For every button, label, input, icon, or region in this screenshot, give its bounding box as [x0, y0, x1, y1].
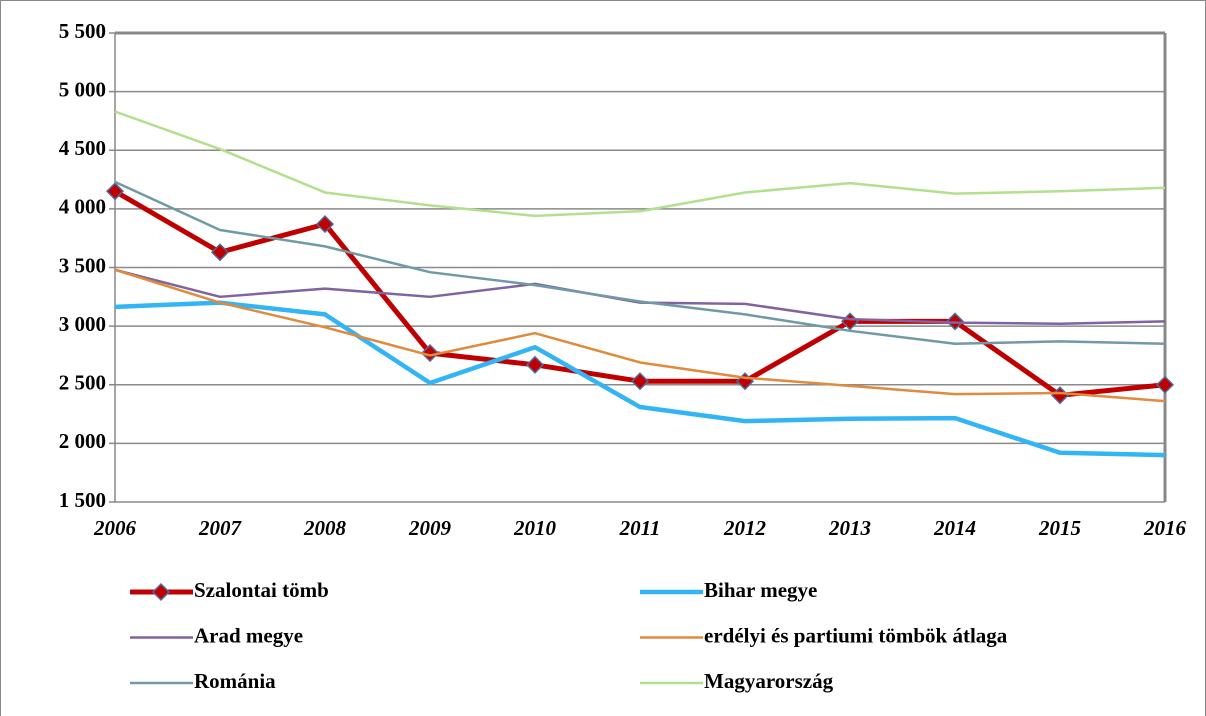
y-tick-label: 1 500 [59, 488, 106, 512]
x-tick-label: 2009 [408, 516, 452, 540]
legend-label: Szalontai tömb [194, 578, 329, 602]
legend-label: Bihar megye [704, 578, 817, 602]
y-tick-label: 2 000 [59, 429, 106, 453]
series-line [114, 300, 1166, 458]
y-tick-label: 5 000 [59, 77, 106, 101]
x-tick-label: 2012 [723, 516, 767, 540]
y-tick-label: 4 500 [59, 136, 106, 160]
series-line [114, 268, 1166, 403]
y-tick-label: 2 500 [59, 371, 106, 395]
x-tick-label: 2010 [513, 516, 557, 540]
legend-marker [151, 582, 171, 602]
x-tick-label: 2013 [828, 516, 871, 540]
x-tick-label: 2016 [1143, 516, 1187, 540]
series-line [114, 180, 1166, 345]
series-line [114, 110, 1166, 218]
x-tick-label: 2014 [933, 516, 976, 540]
x-tick-label: 2007 [198, 516, 243, 540]
y-tick-label: 4 000 [59, 195, 106, 219]
y-tick-label: 3 500 [59, 253, 106, 277]
x-tick-label: 2008 [303, 516, 347, 540]
legend-label: Magyarország [704, 669, 834, 693]
data-point [105, 182, 125, 201]
y-tick-label: 5 500 [59, 19, 106, 43]
data-point [525, 355, 545, 374]
data-point [630, 372, 650, 391]
legend-label: erdélyi és partiumi tömbök átlaga [704, 623, 1008, 647]
data-point [210, 243, 230, 262]
x-tick-label: 2015 [1038, 516, 1081, 540]
data-point [1155, 375, 1175, 394]
x-tick-label: 2006 [93, 516, 137, 540]
data-point [315, 215, 335, 234]
y-tick-label: 3 000 [59, 312, 106, 336]
x-tick-label: 2011 [619, 516, 661, 540]
data-point [420, 344, 440, 363]
legend-label: Románia [194, 669, 276, 693]
legend-label: Arad megye [194, 623, 303, 647]
